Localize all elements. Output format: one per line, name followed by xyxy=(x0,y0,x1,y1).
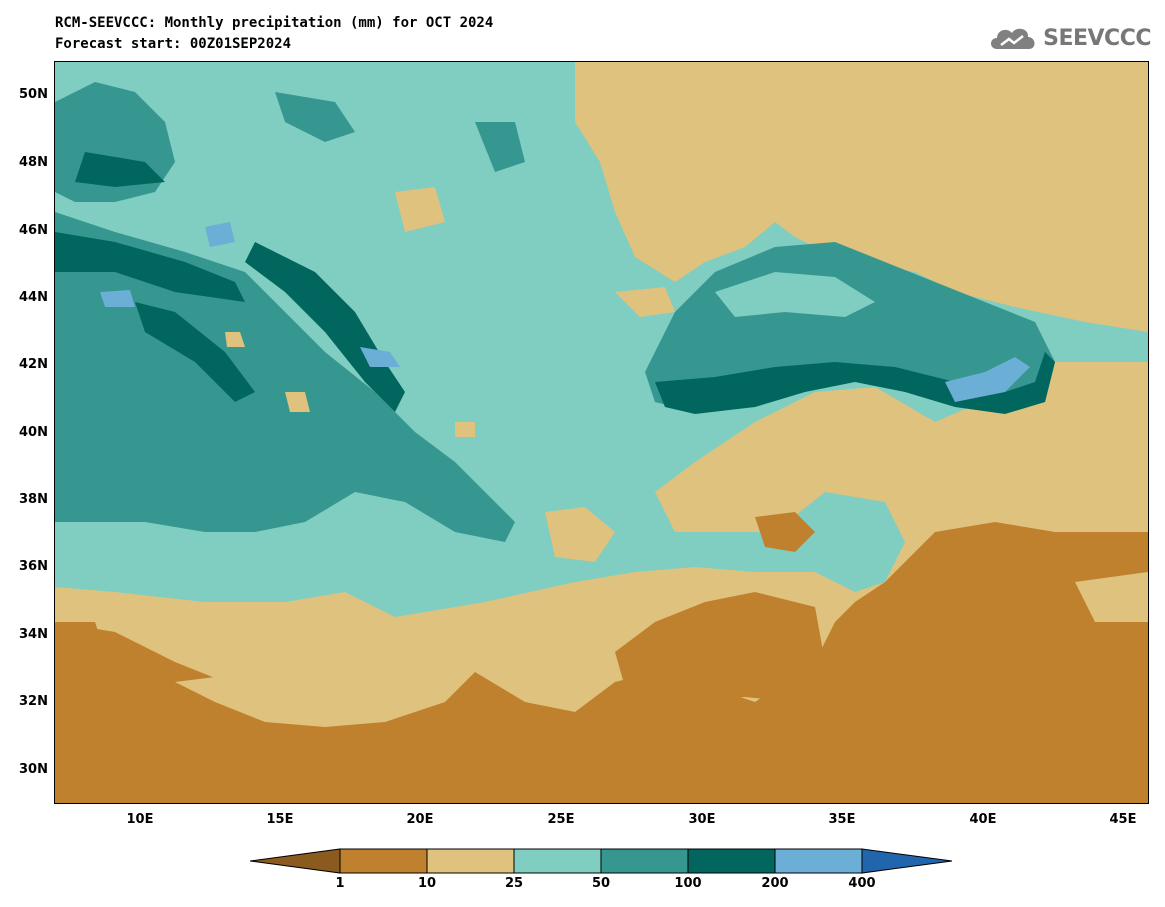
lat-label-38n: 38N xyxy=(19,492,48,507)
colorbar-segment-above-400 xyxy=(861,848,953,874)
map-title: RCM-SEEVCCC: Monthly precipitation (mm) … xyxy=(55,15,494,31)
lon-label-10e: 10E xyxy=(126,812,154,827)
lon-label-45e: 45E xyxy=(1109,812,1137,827)
colorbar-segment-50-100 xyxy=(600,848,689,874)
lon-label-35e: 35E xyxy=(828,812,856,827)
lon-label-15e: 15E xyxy=(266,812,294,827)
lat-label-40n: 40N xyxy=(19,425,48,440)
lon-label-20e: 20E xyxy=(406,812,434,827)
precipitation-field xyxy=(55,62,1148,803)
lon-label-40e: 40E xyxy=(969,812,997,827)
colorbar-segment-100-200 xyxy=(687,848,776,874)
seevccc-logo: SEEVCCC xyxy=(987,22,1151,54)
colorbar-tick-50: 50 xyxy=(591,876,611,891)
lon-label-30e: 30E xyxy=(688,812,716,827)
lat-label-48n: 48N xyxy=(19,155,48,170)
colorbar-tick-1: 1 xyxy=(335,876,345,891)
lat-label-42n: 42N xyxy=(19,357,48,372)
lat-label-30n: 30N xyxy=(19,762,48,777)
precipitation-map xyxy=(55,62,1148,803)
lon-label-25e: 25E xyxy=(547,812,575,827)
lat-label-32n: 32N xyxy=(19,694,48,709)
colorbar-segment-25-50 xyxy=(513,848,602,874)
lat-label-50n: 50N xyxy=(19,87,48,102)
colorbar-segment-1-10 xyxy=(339,848,428,874)
cloud-logo-icon xyxy=(991,28,1035,49)
colorbar-tick-400: 400 xyxy=(848,876,876,891)
lat-label-44n: 44N xyxy=(19,290,48,305)
colorbar-tick-100: 100 xyxy=(674,876,702,891)
lat-label-34n: 34N xyxy=(19,627,48,642)
colorbar-segment-200-400 xyxy=(774,848,863,874)
colorbar-tick-200: 200 xyxy=(761,876,789,891)
lat-label-46n: 46N xyxy=(19,223,48,238)
colorbar-tick-10: 10 xyxy=(417,876,437,891)
colorbar-segment-10-25 xyxy=(426,848,515,874)
lat-label-36n: 36N xyxy=(19,559,48,574)
precipitation-colorbar xyxy=(250,848,953,874)
forecast-start-subtitle: Forecast start: 00Z01SEP2024 xyxy=(55,36,292,52)
colorbar-segment-below-1 xyxy=(250,848,341,874)
logo-text: SEEVCCC xyxy=(1043,25,1151,51)
colorbar-tick-25: 25 xyxy=(504,876,524,891)
